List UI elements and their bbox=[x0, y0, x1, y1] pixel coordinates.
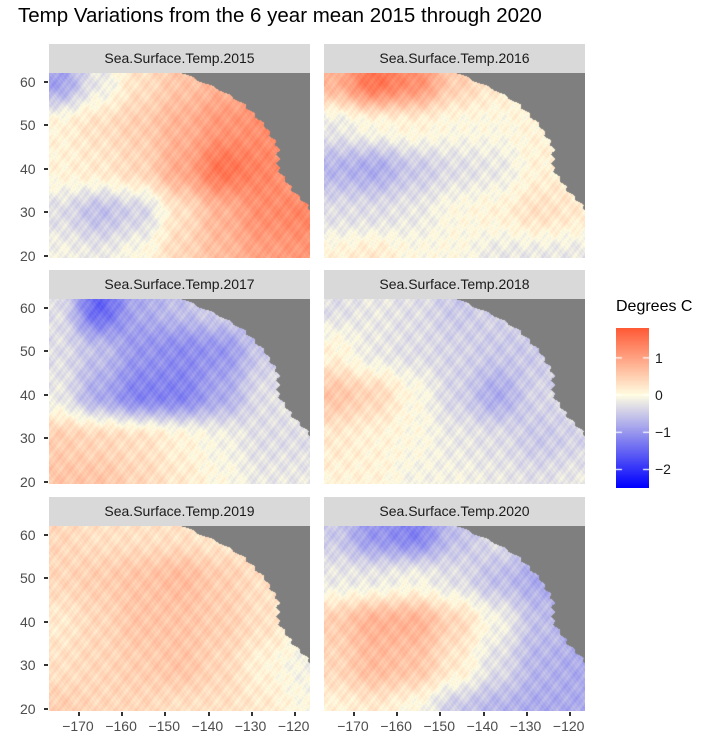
y-tick-label: 40 bbox=[20, 386, 36, 403]
y-tick-mark bbox=[44, 707, 48, 710]
y-tick-label: 50 bbox=[20, 343, 36, 360]
heatmap-raster bbox=[324, 299, 585, 484]
y-tick-mark bbox=[44, 211, 48, 214]
y-tick-label: 60 bbox=[20, 526, 36, 543]
x-tick-label: −150 bbox=[423, 718, 456, 734]
y-tick-label: 30 bbox=[20, 204, 36, 221]
facet-strip-label: Sea.Surface.Temp.2019 bbox=[49, 497, 310, 526]
heatmap-raster bbox=[324, 526, 585, 711]
heatmap-raster bbox=[49, 299, 310, 484]
y-tick-label: 40 bbox=[20, 160, 36, 177]
y-tick-mark bbox=[44, 393, 48, 396]
x-tick-mark bbox=[568, 712, 571, 716]
heatmap-raster bbox=[324, 73, 585, 258]
x-tick-label: −130 bbox=[509, 718, 542, 734]
y-tick-label: 50 bbox=[20, 117, 36, 134]
facet-panel-5: Sea.Surface.Temp.2019 bbox=[49, 497, 310, 711]
x-tick-label: −140 bbox=[191, 718, 224, 734]
y-tick-mark bbox=[44, 437, 48, 440]
y-tick-label: 20 bbox=[20, 473, 36, 490]
legend-title: Degrees C bbox=[616, 298, 693, 315]
y-tick-label: 60 bbox=[20, 73, 36, 90]
facet-panel-6: Sea.Surface.Temp.2020 bbox=[324, 497, 585, 711]
y-tick-mark bbox=[44, 620, 48, 623]
y-tick-mark bbox=[44, 480, 48, 483]
y-tick-label: 20 bbox=[20, 700, 36, 717]
facet-strip-label: Sea.Surface.Temp.2015 bbox=[49, 44, 310, 73]
facet-panel-4: Sea.Surface.Temp.2018 bbox=[324, 270, 585, 484]
y-tick-mark bbox=[44, 80, 48, 83]
x-tick-mark bbox=[164, 712, 167, 716]
y-tick-mark bbox=[44, 167, 48, 170]
x-tick-mark bbox=[353, 712, 356, 716]
facet-strip-label: Sea.Surface.Temp.2016 bbox=[324, 44, 585, 73]
y-tick-mark bbox=[44, 254, 48, 257]
x-tick-mark bbox=[293, 712, 296, 716]
y-tick-label: 40 bbox=[20, 613, 36, 630]
legend-tick-label: 1 bbox=[655, 349, 663, 366]
facet-panel-1: Sea.Surface.Temp.2015 bbox=[49, 44, 310, 258]
x-tick-label: −160 bbox=[380, 718, 412, 734]
y-tick-label: 30 bbox=[20, 430, 36, 447]
legend-tick-label: −2 bbox=[655, 461, 671, 478]
y-tick-mark bbox=[44, 350, 48, 353]
y-tick-mark bbox=[44, 533, 48, 536]
facet-panel-3: Sea.Surface.Temp.2017 bbox=[49, 270, 310, 484]
x-tick-mark bbox=[439, 712, 442, 716]
x-tick-label: −170 bbox=[337, 718, 369, 734]
y-tick-mark bbox=[44, 577, 48, 580]
x-tick-label: −140 bbox=[466, 718, 499, 734]
facet-strip-label: Sea.Surface.Temp.2020 bbox=[324, 497, 585, 526]
x-tick-mark bbox=[250, 712, 253, 716]
heatmap-raster bbox=[49, 526, 310, 711]
x-tick-label: −150 bbox=[148, 718, 181, 734]
facet-strip-label: Sea.Surface.Temp.2017 bbox=[49, 270, 310, 299]
y-tick-mark bbox=[44, 306, 48, 309]
x-tick-mark bbox=[396, 712, 399, 716]
legend-tick-label: 0 bbox=[655, 386, 663, 403]
legend-tick-label: −1 bbox=[655, 424, 671, 441]
x-tick-label: −120 bbox=[552, 718, 585, 734]
heatmap-raster bbox=[49, 73, 310, 258]
y-tick-mark bbox=[44, 664, 48, 667]
legend-colorbar bbox=[616, 328, 649, 488]
x-tick-label: −130 bbox=[234, 718, 267, 734]
x-tick-label: −170 bbox=[62, 718, 94, 734]
y-tick-label: 60 bbox=[20, 299, 36, 316]
x-tick-mark bbox=[121, 712, 124, 716]
x-tick-mark bbox=[78, 712, 81, 716]
chart-title: Temp Variations from the 6 year mean 201… bbox=[18, 4, 542, 27]
facet-strip-label: Sea.Surface.Temp.2018 bbox=[324, 270, 585, 299]
y-tick-label: 20 bbox=[20, 247, 36, 264]
x-tick-label: −120 bbox=[277, 718, 310, 734]
y-tick-mark bbox=[44, 124, 48, 127]
facet-panel-2: Sea.Surface.Temp.2016 bbox=[324, 44, 585, 258]
y-tick-label: 50 bbox=[20, 570, 36, 587]
x-tick-label: −160 bbox=[105, 718, 137, 734]
y-tick-label: 30 bbox=[20, 657, 36, 674]
x-tick-mark bbox=[525, 712, 528, 716]
x-tick-mark bbox=[207, 712, 210, 716]
x-tick-mark bbox=[482, 712, 485, 716]
